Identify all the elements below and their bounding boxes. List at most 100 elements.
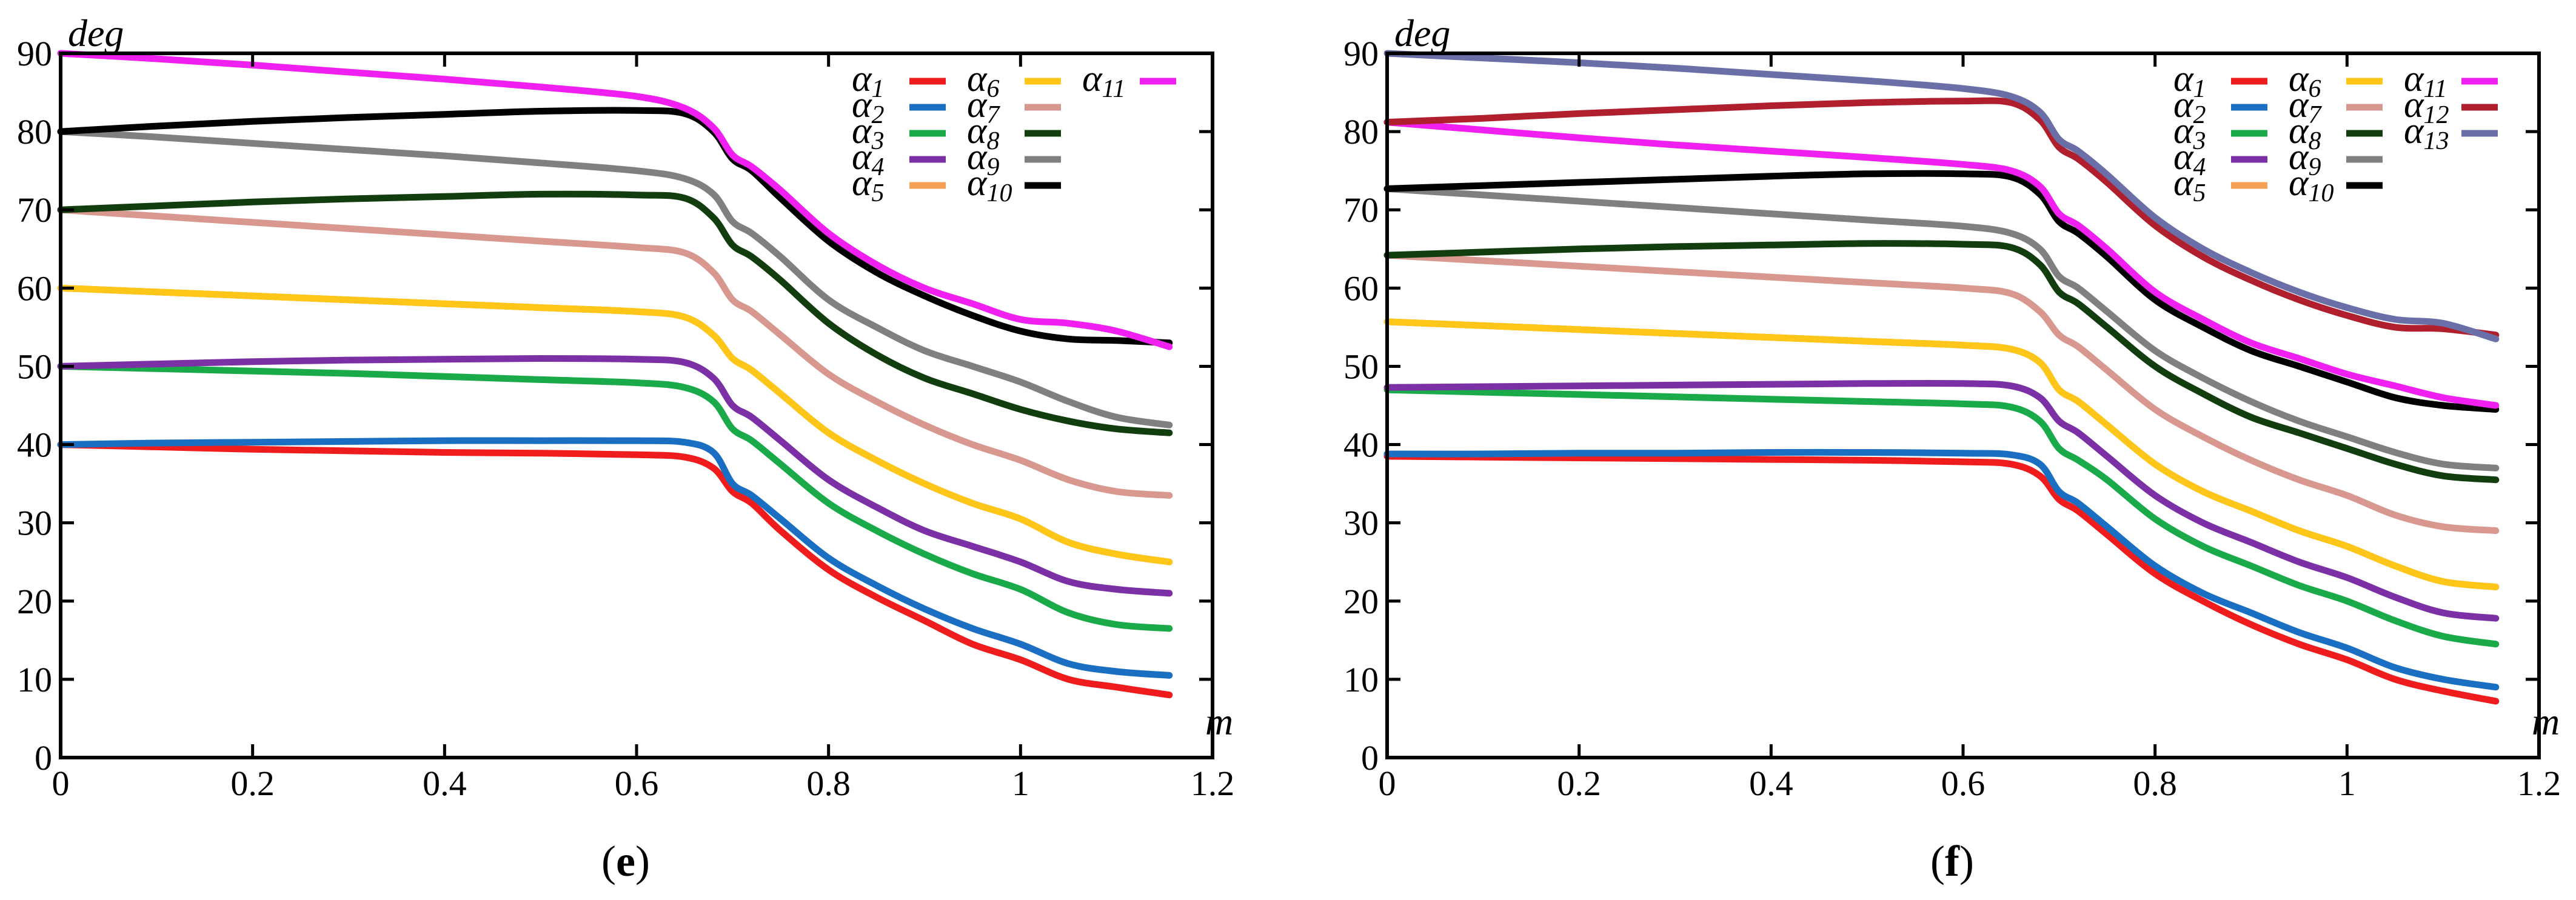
legend-item-alpha10: α10 [967,162,1061,207]
legend-label: α11 [2404,58,2447,103]
legend-item-alpha2: α2 [852,84,946,129]
series-line-alpha2 [1383,448,2500,691]
y-tick-label: 0 [35,738,52,778]
legend-label: α3 [2173,110,2206,155]
legend-label: α8 [2289,110,2321,155]
y-tick-label: 70 [1343,190,1379,230]
legend-item-alpha11: α11 [1082,58,1176,103]
y-tick-label: 60 [17,268,52,308]
series-line-alpha10 [1383,170,2500,413]
series-line-alpha6 [57,284,1173,565]
y-tick-label: 80 [17,112,52,152]
legend-item-alpha8: α8 [2289,110,2383,155]
legend-item-alpha10: α10 [2289,162,2383,207]
x-tick-label: 0.6 [615,764,659,803]
legend-item-alpha9: α9 [2289,136,2383,181]
series-line-alpha1 [57,441,1173,699]
x-tick-label: 1 [1012,764,1029,803]
series-line-alpha11 [57,50,1173,350]
series-line-alpha1 [1383,453,2500,705]
x-tick-label: 0 [1379,764,1396,803]
legend-item-alpha5: α5 [2173,162,2267,207]
x-tick-label: 0.8 [806,764,851,803]
series-line-alpha4 [1383,379,2500,622]
panel-caption-f: (f) [1930,837,1974,885]
legend-item-alpha6: α6 [2289,58,2383,103]
x-tick-label: 1 [2338,764,2356,803]
legend-label: α10 [967,162,1012,207]
y-tick-label: 30 [17,504,52,543]
y-tick-label: 60 [1343,268,1379,308]
series-line-alpha6 [1383,318,2500,590]
x-tick-label: 0.4 [1749,764,1793,803]
x-tick-label: 0.4 [423,764,467,803]
legend-item-alpha11: α11 [2404,58,2498,103]
legend-label: α8 [967,110,1000,155]
legend-label: α2 [2173,84,2206,129]
series-line-alpha2 [57,437,1173,679]
legend-item-alpha8: α8 [967,110,1061,155]
y-tick-label: 50 [1343,347,1379,386]
x-tick-label: 0.2 [1557,764,1601,803]
y-axis-label: deg [68,12,124,55]
series-line-alpha13 [1383,50,2500,342]
legend-label: α4 [2173,136,2206,181]
legend-label: α7 [967,84,1001,129]
legend-label: α1 [852,58,885,103]
chart-panel-e: 0 0.2 0.4 0.6 0.8 1 1.2 0 10 20 30 40 50 60 70 80 90 deg m… [17,12,1234,803]
legend-label: α12 [2404,84,2449,129]
x-tick-label: 0.2 [230,764,275,803]
legend-label: α5 [852,162,885,207]
x-tick-label: 0 [52,764,70,803]
series-line-alpha4 [57,355,1173,597]
series-line-alpha9 [1383,185,2500,472]
series-line-alpha12 [1383,97,2500,339]
legend-label: α1 [2173,58,2206,103]
legend-item-alpha1: α1 [852,58,946,103]
legend-label: α11 [1082,58,1125,103]
legend-item-alpha13: α13 [2404,110,2498,155]
x-tick-label: 1.2 [1191,764,1235,803]
series-line-alpha3 [1383,386,2500,648]
legend-label: α6 [967,58,1000,103]
legend-label: α3 [852,110,885,155]
x-axis-label: m [2532,700,2560,743]
series-line-alpha7 [57,206,1173,499]
series-line-alpha8 [57,190,1173,436]
y-tick-label: 30 [1343,504,1379,543]
legend-item-alpha5: α5 [852,162,946,207]
x-axis-label: m [1205,700,1233,743]
legend-label: α9 [2289,136,2321,181]
y-tick-label: 90 [1343,34,1379,73]
y-tick-label: 70 [17,190,52,230]
series-line-alpha8 [1383,240,2500,484]
series-line-alpha11 [1383,119,2500,409]
legend-item-alpha3: α3 [2173,110,2267,155]
x-tick-label: 1.2 [2517,764,2561,803]
legend-label: α2 [852,84,885,129]
x-tick-label: 0.8 [2133,764,2177,803]
legend-item-alpha7: α7 [2289,84,2383,129]
y-axis-label: deg [1394,12,1450,55]
x-tick-label: 0.6 [1941,764,1986,803]
legend-item-alpha12: α12 [2404,84,2498,129]
y-tick-label: 40 [17,425,52,465]
legend-item-alpha4: α4 [852,136,946,181]
legend-item-alpha6: α6 [967,58,1061,103]
y-tick-label: 10 [17,660,52,699]
chart-panel-f: 0 0.2 0.4 0.6 0.8 1 1.2 0 10 20 30 40 50 60 70 80 90 deg m… [1343,12,2561,803]
legend-label: α9 [967,136,1000,181]
y-tick-label: 20 [1343,582,1379,621]
y-tick-label: 40 [1343,425,1379,465]
y-tick-label: 80 [1343,112,1379,152]
legend-item-alpha2: α2 [2173,84,2267,129]
legend-label: α7 [2289,84,2323,129]
panel-caption-e: (e) [601,837,650,885]
legend-item-alpha3: α3 [852,110,946,155]
y-tick-label: 20 [17,582,52,621]
series-line-alpha7 [1383,252,2500,535]
y-tick-label: 0 [1361,738,1379,778]
